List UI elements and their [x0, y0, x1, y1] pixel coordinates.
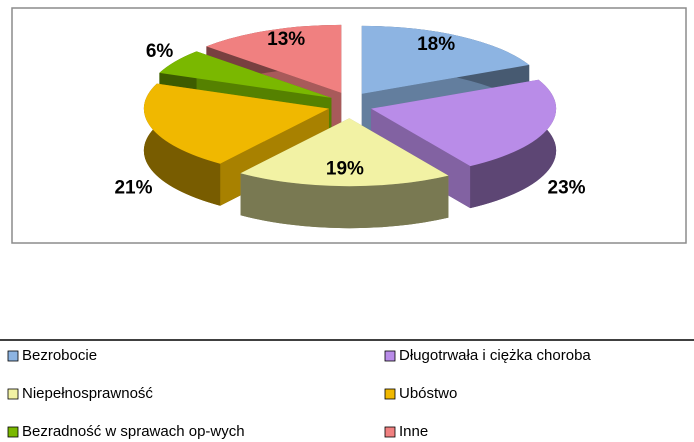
legend-swatch	[7, 426, 19, 438]
slice-top	[143, 83, 329, 164]
legend-label: Niepełnosprawność	[22, 385, 153, 402]
slice-top	[371, 79, 557, 167]
data-label: 18%	[417, 34, 455, 55]
legend-label: Bezradność w sprawach op-wych	[22, 423, 245, 440]
data-label: 19%	[326, 159, 364, 180]
data-label: 21%	[114, 177, 152, 198]
legend-swatch	[7, 388, 19, 400]
slice	[240, 118, 449, 229]
slice-top	[159, 51, 332, 98]
data-label: 6%	[146, 41, 174, 62]
legend-label: Ubóstwo	[399, 385, 457, 402]
legend-label: Inne	[399, 423, 428, 440]
slice-wall	[143, 83, 221, 206]
slice-top	[206, 24, 342, 93]
legend-swatch	[384, 388, 396, 400]
legend-swatch	[384, 426, 396, 438]
legend-label: Bezrobocie	[22, 347, 97, 364]
legend-swatch	[7, 350, 19, 362]
slice-top	[361, 25, 530, 94]
data-label: 23%	[548, 177, 586, 198]
data-label: 13%	[267, 29, 305, 50]
slice-wall	[470, 79, 557, 209]
legend-swatch	[384, 350, 396, 362]
legend-label: Długotrwała i ciężka choroba	[399, 347, 591, 364]
slice-wall	[240, 173, 449, 229]
slice-top	[240, 118, 449, 187]
